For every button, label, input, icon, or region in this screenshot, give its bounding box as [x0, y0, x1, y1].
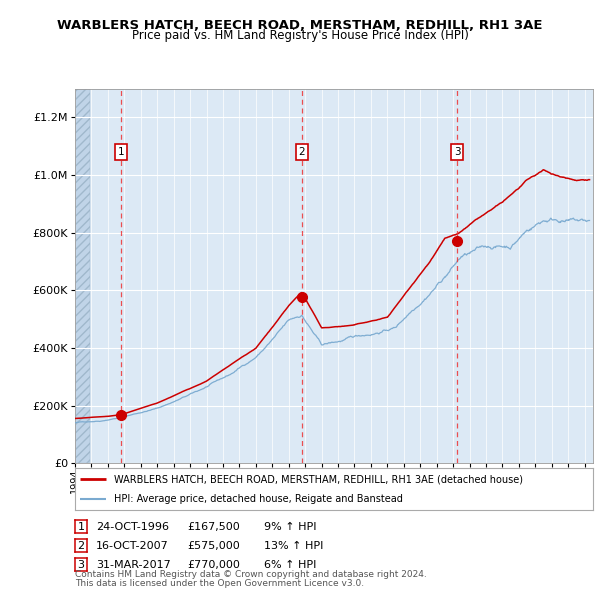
- Text: This data is licensed under the Open Government Licence v3.0.: This data is licensed under the Open Gov…: [75, 579, 364, 588]
- Text: 13% ↑ HPI: 13% ↑ HPI: [264, 541, 323, 550]
- Text: 2: 2: [77, 541, 85, 550]
- Text: 1: 1: [118, 147, 125, 157]
- Bar: [75, 88, 90, 463]
- Text: WARBLERS HATCH, BEECH ROAD, MERSTHAM, REDHILL, RH1 3AE: WARBLERS HATCH, BEECH ROAD, MERSTHAM, RE…: [57, 19, 543, 32]
- Text: 1: 1: [77, 522, 85, 532]
- Text: Price paid vs. HM Land Registry's House Price Index (HPI): Price paid vs. HM Land Registry's House …: [131, 30, 469, 42]
- Text: £167,500: £167,500: [187, 522, 240, 532]
- Text: 2: 2: [298, 147, 305, 157]
- Text: 9% ↑ HPI: 9% ↑ HPI: [264, 522, 317, 532]
- Text: 31-MAR-2017: 31-MAR-2017: [96, 560, 171, 569]
- Text: WARBLERS HATCH, BEECH ROAD, MERSTHAM, REDHILL, RH1 3AE (detached house): WARBLERS HATCH, BEECH ROAD, MERSTHAM, RE…: [114, 474, 523, 484]
- Text: £770,000: £770,000: [187, 560, 240, 569]
- Text: HPI: Average price, detached house, Reigate and Banstead: HPI: Average price, detached house, Reig…: [114, 494, 403, 504]
- Text: 16-OCT-2007: 16-OCT-2007: [96, 541, 169, 550]
- Text: 24-OCT-1996: 24-OCT-1996: [96, 522, 169, 532]
- Text: £575,000: £575,000: [187, 541, 240, 550]
- Text: 3: 3: [77, 560, 85, 569]
- Text: 6% ↑ HPI: 6% ↑ HPI: [264, 560, 316, 569]
- Text: 3: 3: [454, 147, 460, 157]
- Text: Contains HM Land Registry data © Crown copyright and database right 2024.: Contains HM Land Registry data © Crown c…: [75, 571, 427, 579]
